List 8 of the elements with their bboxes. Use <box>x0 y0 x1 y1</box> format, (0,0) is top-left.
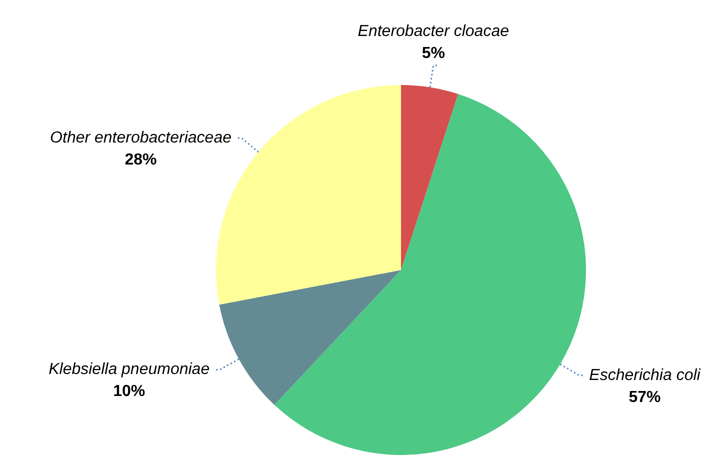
data-label: 10% <box>113 383 146 400</box>
data-label: 28% <box>124 151 157 168</box>
slice-label: Escherichia coli <box>589 366 701 384</box>
data-label: 57% <box>628 388 661 406</box>
slice-label: Enterobacter cloacae <box>358 23 510 40</box>
data-label: 5% <box>422 44 445 62</box>
slice-label: Klebsiella pneumoniae <box>48 361 210 378</box>
slice-label: Other enterobacteriaceae <box>50 130 232 147</box>
